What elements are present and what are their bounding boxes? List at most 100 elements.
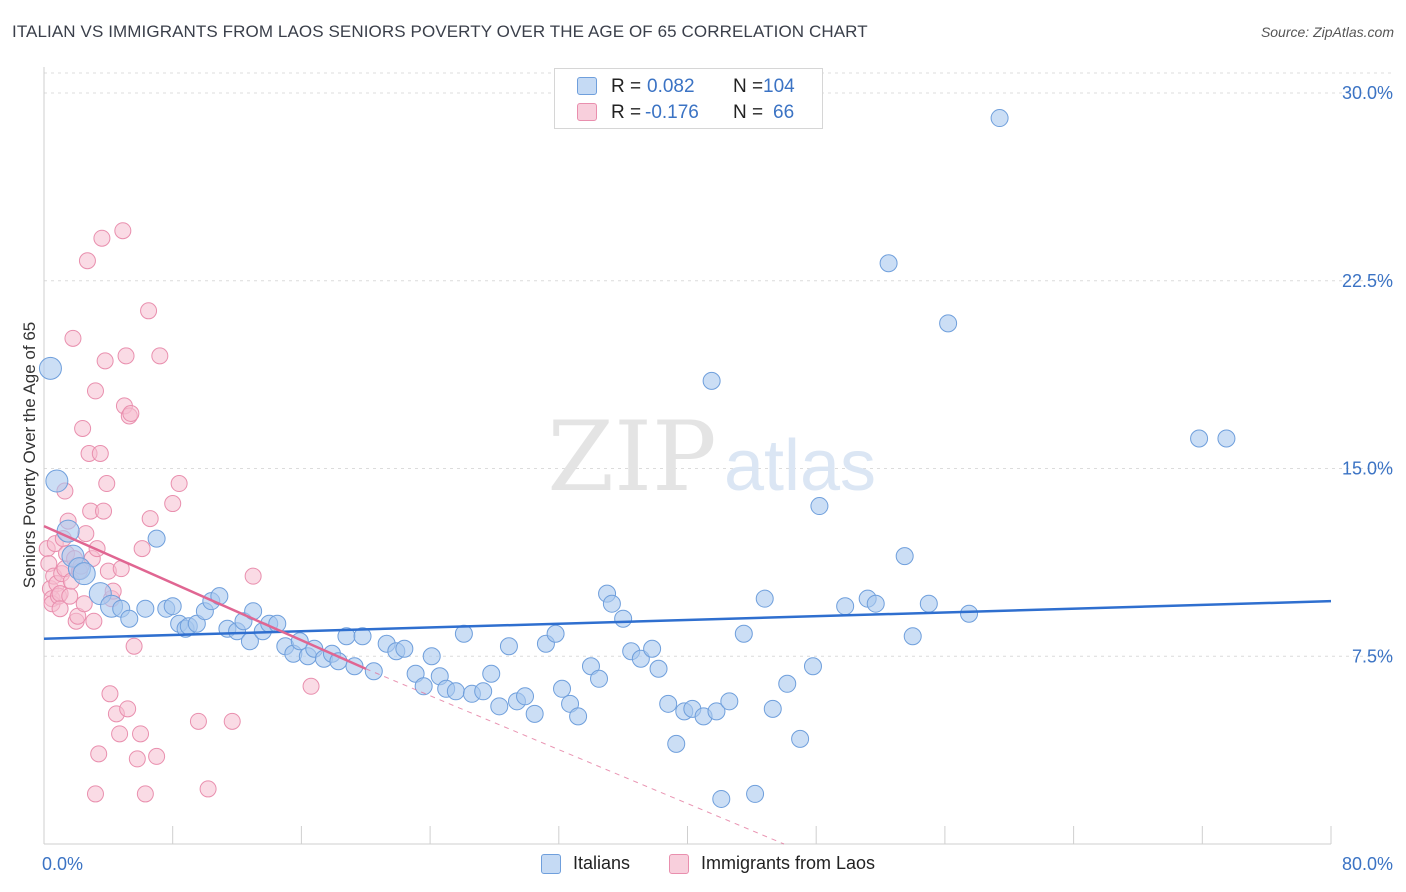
legend-n-label: N =	[733, 102, 764, 123]
laos-point	[122, 404, 140, 422]
italians-point	[499, 637, 518, 656]
italians-point	[353, 627, 372, 646]
laos-point	[98, 475, 116, 493]
italians-point	[454, 624, 473, 643]
legend-n-value: 104	[763, 76, 795, 97]
laos-point	[95, 502, 113, 520]
italians-point	[720, 692, 739, 711]
italians-point	[516, 687, 535, 706]
italians-point	[414, 677, 433, 696]
legend-r-label: R =	[611, 76, 642, 97]
italians-point	[490, 697, 509, 716]
laos-point	[86, 785, 104, 803]
laos-point	[61, 587, 79, 605]
italians-point	[553, 679, 572, 698]
italians-point	[707, 702, 726, 721]
laos-swatch	[669, 854, 689, 874]
italians-point	[810, 497, 829, 516]
y-tick-label: 30.0%	[1342, 83, 1393, 103]
italians-swatch	[577, 77, 597, 95]
italians-point	[649, 659, 668, 678]
laos-point	[78, 252, 96, 270]
laos-point	[77, 525, 95, 543]
correlation-legend: R = 0.082 N = 104 R = -0.176 N = 66	[554, 68, 823, 129]
x-tick-label: 0.0%	[42, 854, 83, 874]
laos-point	[96, 352, 114, 370]
legend-r-value: 0.082	[647, 76, 695, 97]
italians-point	[525, 704, 544, 723]
italians-point	[120, 609, 139, 628]
italians-point	[734, 624, 753, 643]
italians-point	[1217, 429, 1236, 448]
laos-point	[244, 567, 262, 585]
italians-point	[482, 664, 501, 683]
laos-point	[51, 600, 69, 618]
laos-point	[74, 419, 92, 437]
italians-point	[422, 647, 441, 666]
laos-point	[199, 780, 217, 798]
trend-lines	[43, 524, 1332, 845]
italians-point	[45, 469, 69, 493]
laos-point	[114, 222, 132, 240]
italians-swatch	[541, 854, 561, 874]
laos-label: Immigrants from Laos	[701, 853, 876, 873]
italians-point	[163, 597, 182, 616]
laos-point	[223, 712, 241, 730]
italians-point	[866, 594, 885, 613]
italians-point	[38, 356, 62, 380]
laos-point	[164, 495, 182, 513]
laos-point	[151, 347, 169, 365]
laos-trend-line	[43, 524, 367, 670]
laos-point	[119, 700, 137, 718]
laos-point	[75, 595, 93, 613]
y-tick-label: 7.5%	[1352, 646, 1393, 666]
italians-point	[446, 682, 465, 701]
laos-point	[90, 745, 108, 763]
axes	[43, 67, 1332, 845]
watermark-atlas: atlas	[724, 426, 876, 506]
italians-point	[879, 254, 898, 273]
italians-point	[72, 562, 96, 586]
italians-point	[614, 609, 633, 628]
italians-point	[836, 597, 855, 616]
italians-point	[791, 729, 810, 748]
italians-point	[939, 314, 958, 333]
laos-point	[302, 677, 320, 695]
y-tick-label: 22.5%	[1342, 271, 1393, 291]
laos-point	[117, 347, 135, 365]
legend-r-label: R =	[611, 102, 642, 123]
italians-point	[147, 529, 166, 548]
watermark: ZIP atlas	[547, 401, 876, 513]
italians-point	[763, 699, 782, 718]
laos-swatch	[577, 103, 597, 121]
tick-labels: 7.5% 15.0% 22.5% 30.0% 0.0% 80.0%	[42, 83, 1393, 874]
laos-point	[133, 540, 151, 558]
italians-point	[990, 109, 1009, 128]
watermark-zip: ZIP	[547, 401, 716, 513]
italians-point	[56, 519, 80, 543]
laos-point	[85, 612, 103, 630]
legend-r-value: -0.176	[645, 102, 699, 123]
italians-point	[590, 669, 609, 688]
laos-point	[140, 302, 158, 320]
laos-point	[132, 725, 150, 743]
italians-point	[755, 589, 774, 608]
laos-points	[38, 222, 320, 803]
laos-point	[101, 685, 119, 703]
italians-point	[631, 649, 650, 668]
italians-point	[602, 594, 621, 613]
italians-point	[546, 624, 565, 643]
italians-point	[702, 371, 721, 390]
laos-point	[111, 725, 129, 743]
laos-trend-extension	[365, 668, 785, 845]
italians-point	[803, 657, 822, 676]
italians-trend-line	[43, 599, 1332, 640]
italians-point	[895, 547, 914, 566]
italians-point	[364, 662, 383, 681]
italians-point	[712, 789, 731, 808]
italians-point	[746, 784, 765, 803]
laos-point	[128, 750, 146, 768]
italians-point	[474, 682, 493, 701]
italians-point	[569, 707, 588, 726]
